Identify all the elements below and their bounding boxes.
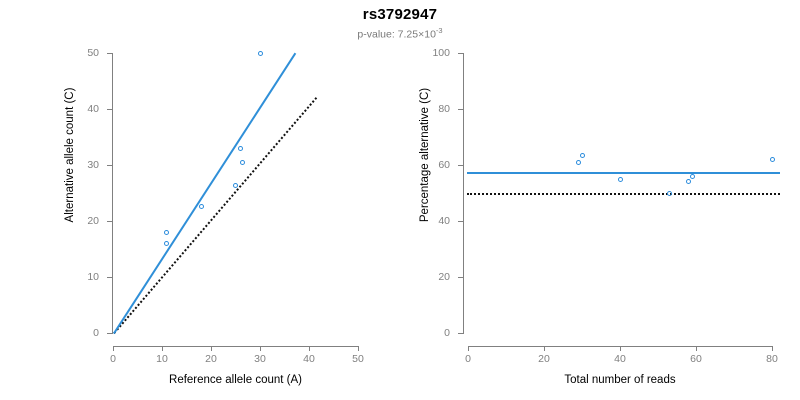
- left-x-tick-label-50: 50: [352, 353, 364, 365]
- left-x-tick-40: [309, 346, 310, 351]
- left-x-tick-50: [358, 346, 359, 351]
- left-x-tick-10: [162, 346, 163, 351]
- right-y-tick-60: [458, 165, 463, 166]
- data-point[interactable]: [240, 160, 246, 166]
- pvalue-prefix: p-value:: [357, 28, 398, 41]
- left-plot-region: [108, 46, 360, 342]
- left-x-tick-label-20: 20: [205, 353, 217, 365]
- data-point[interactable]: [579, 152, 585, 158]
- right-y-tick-label-20: 20: [438, 271, 450, 283]
- pvalue-mantissa: 7.25×10: [397, 28, 436, 41]
- left-y-tick-20: [107, 221, 112, 222]
- left-y-tick-0: [107, 333, 112, 334]
- left-y-tick-label-50: 50: [87, 47, 99, 59]
- left-x-axis-line: [113, 346, 358, 347]
- page-title: rs3792947: [362, 6, 438, 23]
- right-y-axis-line: [463, 53, 464, 334]
- right-y-tick-20: [458, 277, 463, 278]
- right-x-tick-20: [544, 346, 545, 351]
- pvalue-exponent: -3: [435, 26, 443, 35]
- left-y-axis-line: [112, 53, 113, 334]
- right-y-axis-title: Percentage alternative (C): [419, 87, 431, 223]
- left-x-tick-20: [211, 346, 212, 351]
- data-point[interactable]: [575, 159, 581, 165]
- left-x-tick-label-40: 40: [303, 353, 315, 365]
- mean-percentage-line: [467, 172, 780, 174]
- data-point[interactable]: [666, 190, 672, 196]
- right-plot-region: [460, 46, 780, 342]
- right-y-tick-label-0: 0: [444, 327, 450, 339]
- left-y-tick-10: [107, 277, 112, 278]
- left-x-axis-title: Reference allele count (A): [169, 374, 302, 386]
- data-point[interactable]: [164, 229, 170, 235]
- identity-line: [113, 97, 318, 335]
- left-y-tick-label-10: 10: [87, 271, 99, 283]
- left-x-tick-label-0: 0: [110, 353, 116, 365]
- left-y-tick-label-30: 30: [87, 159, 99, 171]
- pvalue-subtitle: p-value: 7.25×10-3: [0, 25, 800, 41]
- right-y-tick-40: [458, 221, 463, 222]
- right-y-tick-label-100: 100: [432, 47, 450, 59]
- left-y-tick-50: [107, 53, 112, 54]
- right-x-tick-40: [620, 346, 621, 351]
- regression-fit-line: [113, 53, 297, 335]
- left-y-tick-30: [107, 165, 112, 166]
- data-point[interactable]: [233, 182, 238, 188]
- right-y-tick-80: [458, 109, 463, 110]
- left-y-tick-40: [107, 109, 112, 110]
- balanced-expectation-line: [467, 193, 780, 195]
- left-y-axis-title: Alternative allele count (C): [64, 87, 76, 223]
- right-x-tick-0: [468, 346, 469, 351]
- data-point[interactable]: [164, 240, 170, 246]
- right-x-tick-80: [772, 346, 773, 351]
- right-x-tick-60: [696, 346, 697, 351]
- right-y-tick-100: [458, 53, 463, 54]
- right-x-axis-title: Total number of reads: [564, 374, 676, 386]
- data-point[interactable]: [237, 146, 243, 152]
- right-y-tick-label-80: 80: [438, 103, 450, 115]
- left-x-tick-label-10: 10: [156, 353, 168, 365]
- data-point[interactable]: [689, 173, 695, 179]
- right-x-tick-label-60: 60: [690, 353, 702, 365]
- data-point[interactable]: [769, 156, 775, 162]
- right-x-tick-label-0: 0: [465, 353, 471, 365]
- right-y-tick-0: [458, 333, 463, 334]
- panel-percentage-alternative: Percentage alternative (C) 0 20 40 60 80…: [400, 0, 800, 400]
- panel-allele-counts: Alternative allele count (C) 0 10 20 30 …: [64, 46, 364, 387]
- left-y-tick-label-0: 0: [93, 327, 99, 339]
- right-x-tick-label-40: 40: [614, 353, 626, 365]
- left-x-tick-30: [260, 346, 261, 351]
- right-x-tick-label-80: 80: [766, 353, 778, 365]
- data-point[interactable]: [685, 179, 691, 185]
- figure-header: rs3792947 p-value: 7.25×10-3: [0, 0, 800, 41]
- left-y-tick-label-20: 20: [87, 215, 99, 227]
- right-y-tick-label-40: 40: [438, 215, 450, 227]
- left-x-tick-0: [113, 346, 114, 351]
- left-x-tick-label-30: 30: [254, 353, 266, 365]
- right-y-tick-label-60: 60: [438, 159, 450, 171]
- data-point[interactable]: [198, 204, 204, 210]
- right-x-tick-label-20: 20: [538, 353, 550, 365]
- left-y-tick-label-40: 40: [87, 103, 99, 115]
- data-point[interactable]: [617, 176, 623, 182]
- data-point[interactable]: [257, 50, 263, 56]
